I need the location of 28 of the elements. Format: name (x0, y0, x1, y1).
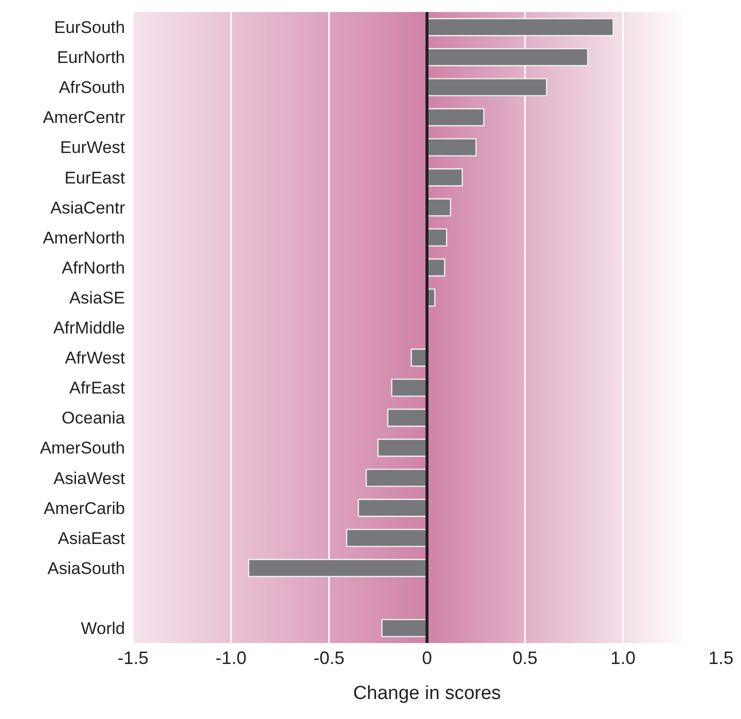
y-tick-label: AfrSouth (58, 78, 125, 98)
x-tick-label: -1.5 (117, 648, 149, 668)
y-tick-label: EurWest (60, 138, 126, 158)
x-tick-label: 0 (422, 648, 432, 668)
y-tick-label: AfrEast (69, 378, 126, 398)
y-tick-label: AsiaWest (54, 468, 126, 488)
y-tick-label: EurNorth (56, 48, 125, 68)
y-tick-label: World (80, 619, 125, 638)
x-tick-label: -1.0 (215, 648, 247, 668)
y-tick-label: AfrMiddle (53, 318, 125, 338)
y-tick-label: AsiaEast (58, 528, 126, 548)
y-tick-label: AsiaSE (69, 288, 125, 308)
x-tick-label: 1.0 (610, 648, 636, 668)
y-tick-label: AfrNorth (62, 258, 125, 278)
x-tick-label: -0.5 (313, 648, 345, 668)
y-tick-label: Oceania (62, 408, 126, 428)
y-tick-label: AsiaCentr (50, 198, 126, 218)
y-tick-label: EurSouth (54, 18, 125, 38)
y-tick-label: AsiaSouth (48, 558, 125, 578)
y-tick-label: AmerCentr (42, 108, 126, 128)
y-tick-label: AmerCarib (44, 498, 125, 518)
x-tick-label: 1.5 (708, 648, 734, 668)
y-tick-label: EurEast (64, 168, 126, 188)
y-tick-label: AmerNorth (42, 228, 125, 248)
x-tick-label: 0.5 (512, 648, 538, 668)
x-axis-title: Change in scores (353, 683, 501, 704)
y-tick-label: AmerSouth (40, 438, 125, 458)
y-tick-label: AfrWest (64, 348, 126, 368)
